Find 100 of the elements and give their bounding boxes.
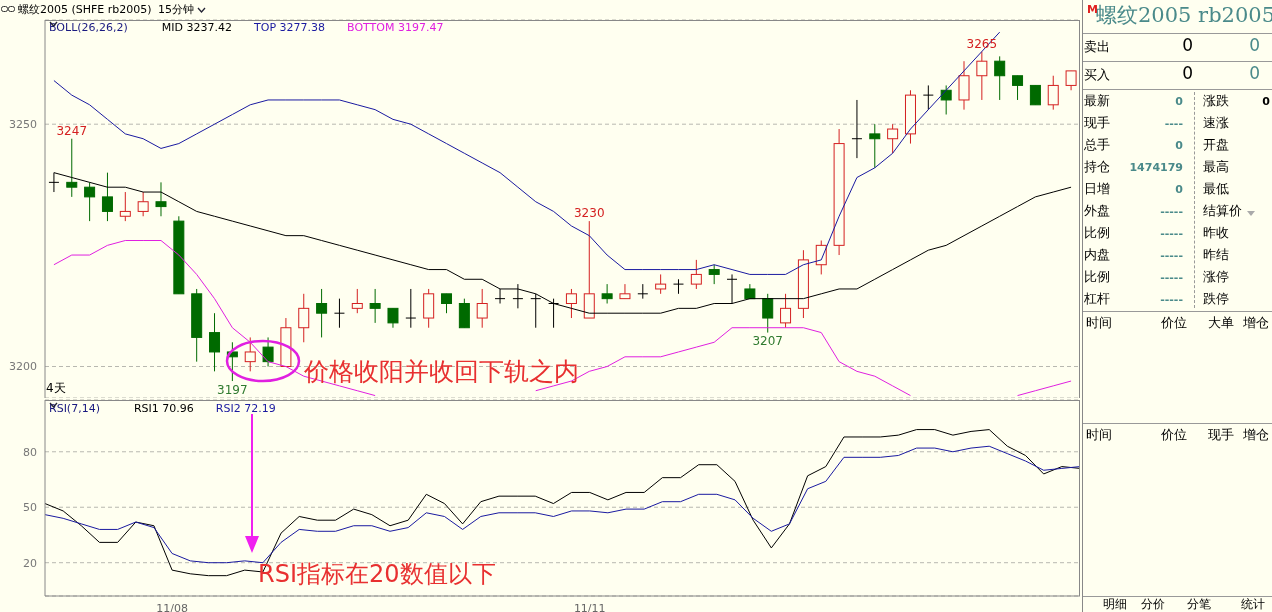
candlestick — [494, 288, 506, 304]
text: ---- — [1164, 117, 1183, 130]
candlestick — [405, 288, 417, 329]
candlestick — [155, 181, 167, 217]
text: TOP 3277.38 — [254, 21, 326, 34]
text: 明细 — [1103, 597, 1127, 611]
text: 分笔 — [1187, 597, 1211, 611]
text: 最高 — [1203, 159, 1229, 174]
candlestick — [387, 307, 399, 329]
line-series — [44, 445, 1081, 564]
text: ----- — [1160, 271, 1183, 284]
text: 增仓 — [1243, 427, 1269, 442]
candlestick — [655, 273, 667, 295]
text: RSI2 72.19 — [215, 402, 276, 415]
text: 比例 — [1084, 225, 1110, 240]
text: 买入 — [1084, 67, 1110, 82]
candlestick — [512, 283, 524, 309]
y-tick-label: 80 — [23, 445, 37, 459]
candlestick — [101, 172, 113, 222]
text: 跌停 — [1203, 291, 1229, 306]
candlestick — [316, 288, 328, 338]
candlestick — [619, 283, 631, 300]
candlestick — [601, 283, 613, 304]
chart-title: 螺纹2005 (SHFE rb2005) — [18, 2, 152, 17]
candlestick — [1047, 75, 1059, 111]
text: 0 — [1175, 139, 1183, 152]
candlestick — [869, 123, 881, 169]
text: BOTTOM 3197.47 — [347, 21, 444, 34]
text: 总手 — [1084, 137, 1110, 152]
text: ----- — [1160, 227, 1183, 240]
candlestick — [922, 84, 934, 111]
annotation: 3265 — [966, 36, 998, 51]
text: 0 — [1182, 35, 1193, 55]
annotation: RSI指标在20数值以下 — [258, 560, 496, 588]
x-tick-label: 11/11 — [573, 601, 606, 612]
candlestick — [1065, 70, 1077, 91]
text: 现手 — [1084, 115, 1110, 130]
candlestick — [1012, 75, 1024, 101]
text: 最新 — [1084, 93, 1110, 108]
candlestick — [726, 273, 738, 304]
text: 0 — [1175, 95, 1183, 108]
candlestick — [1029, 84, 1041, 106]
candlestick — [441, 293, 453, 314]
candlestick — [780, 293, 792, 329]
text: 价位 — [1161, 427, 1187, 442]
text: 大单 — [1208, 315, 1234, 330]
text: 比例 — [1084, 269, 1110, 284]
text: 0 — [1182, 63, 1193, 83]
candlestick — [66, 138, 78, 198]
candlestick — [994, 55, 1006, 101]
candlestick — [851, 99, 863, 159]
text: 外盘 — [1084, 203, 1110, 218]
text: 涨停 — [1203, 269, 1229, 284]
text: 日增 — [1084, 181, 1110, 196]
chart-subtitle: 15分钟 — [158, 2, 194, 17]
text: 涨跌 — [1203, 93, 1229, 108]
candlestick — [637, 283, 649, 300]
annotation: 4天 — [46, 381, 66, 396]
x-tick-label: 11/08 — [156, 601, 188, 612]
text: ----- — [1160, 293, 1183, 306]
candlestick — [137, 191, 149, 217]
y-tick-label: 3250 — [9, 118, 37, 132]
candlestick — [369, 288, 381, 324]
annotation: 3247 — [56, 123, 88, 138]
text: RSI1 70.96 — [133, 402, 194, 415]
text: 开盘 — [1203, 137, 1229, 152]
annotation: 3207 — [752, 334, 783, 349]
candlestick — [690, 259, 702, 290]
text: MID 3237.42 — [161, 21, 233, 34]
candlestick — [119, 191, 131, 222]
text: 持仓 — [1084, 159, 1110, 174]
text: 1474179 — [1129, 161, 1183, 174]
y-tick-label: 3200 — [9, 360, 37, 374]
text: ----- — [1160, 249, 1183, 262]
text: 现手 — [1208, 427, 1234, 442]
candlestick — [762, 293, 774, 334]
legend-title: RSI(7,14) — [49, 402, 101, 415]
annotation: 价格收阳并收回下轨之内 — [304, 357, 579, 386]
text: 速涨 — [1203, 115, 1229, 130]
text: 卖出 — [1084, 39, 1110, 54]
text: 价位 — [1161, 315, 1187, 330]
text: ----- — [1160, 205, 1183, 218]
text: 时间 — [1086, 315, 1112, 330]
candlestick — [887, 123, 899, 154]
line-series — [53, 31, 1001, 275]
candlestick — [565, 288, 577, 319]
candlestick — [209, 312, 221, 372]
candlestick — [351, 288, 363, 314]
candlestick — [708, 264, 720, 285]
candlestick — [298, 293, 310, 343]
text: 分价 — [1141, 597, 1165, 611]
candlestick — [976, 51, 988, 101]
candlestick — [333, 298, 345, 329]
annotation: 3230 — [573, 206, 605, 221]
text: 结算价 — [1203, 203, 1242, 218]
candlestick — [262, 336, 274, 367]
text: 0 — [1249, 63, 1260, 83]
text: 增仓 — [1243, 315, 1269, 330]
text: 最低 — [1203, 181, 1229, 196]
text: 昨结 — [1203, 247, 1229, 262]
